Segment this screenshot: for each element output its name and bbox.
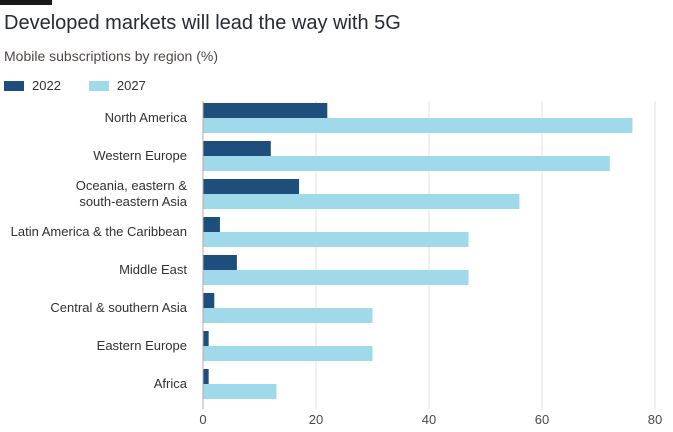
bar-2027 bbox=[203, 384, 277, 399]
category-label: Africa bbox=[154, 376, 188, 391]
bar-2022 bbox=[203, 141, 271, 156]
category-label: Central & southern Asia bbox=[50, 300, 187, 315]
x-tick-label: 80 bbox=[648, 412, 662, 427]
x-tick-label: 0 bbox=[199, 412, 206, 427]
bar-2022 bbox=[203, 331, 209, 346]
legend-swatch-2022 bbox=[4, 80, 24, 91]
category-label: Western Europe bbox=[93, 148, 187, 163]
x-tick-label: 20 bbox=[309, 412, 323, 427]
bar-2027 bbox=[203, 156, 610, 171]
bar-2022 bbox=[203, 293, 215, 308]
bar-2022 bbox=[203, 369, 209, 384]
bar-2027 bbox=[203, 346, 373, 361]
bar-2027 bbox=[203, 232, 469, 247]
legend: 2022 2027 bbox=[4, 78, 174, 93]
category-label: Latin America & the Caribbean bbox=[11, 224, 187, 239]
bar-2027 bbox=[203, 308, 373, 323]
category-label: Eastern Europe bbox=[97, 338, 187, 353]
category-label: south-eastern Asia bbox=[79, 194, 187, 209]
bar-2027 bbox=[203, 194, 520, 209]
x-tick-label: 60 bbox=[535, 412, 549, 427]
category-label: Middle East bbox=[119, 262, 187, 277]
chart-title: Developed markets will lead the way with… bbox=[4, 12, 401, 34]
bar-2027 bbox=[203, 118, 633, 133]
bar-2022 bbox=[203, 103, 328, 118]
legend-label-2022: 2022 bbox=[32, 78, 61, 93]
bar-2022 bbox=[203, 217, 220, 232]
bar-2022 bbox=[203, 179, 300, 194]
legend-item-2027: 2027 bbox=[88, 78, 146, 93]
top-rule bbox=[0, 0, 52, 5]
bar-2022 bbox=[203, 255, 237, 270]
chart-subtitle: Mobile subscriptions by region (%) bbox=[4, 48, 218, 64]
legend-item-2022: 2022 bbox=[4, 78, 61, 93]
x-tick-label: 40 bbox=[422, 412, 436, 427]
category-label: Oceania, eastern & bbox=[76, 178, 188, 193]
legend-swatch-2027 bbox=[88, 80, 109, 91]
bar-2027 bbox=[203, 270, 469, 285]
legend-label-2027: 2027 bbox=[116, 78, 146, 93]
category-label: North America bbox=[105, 110, 188, 125]
